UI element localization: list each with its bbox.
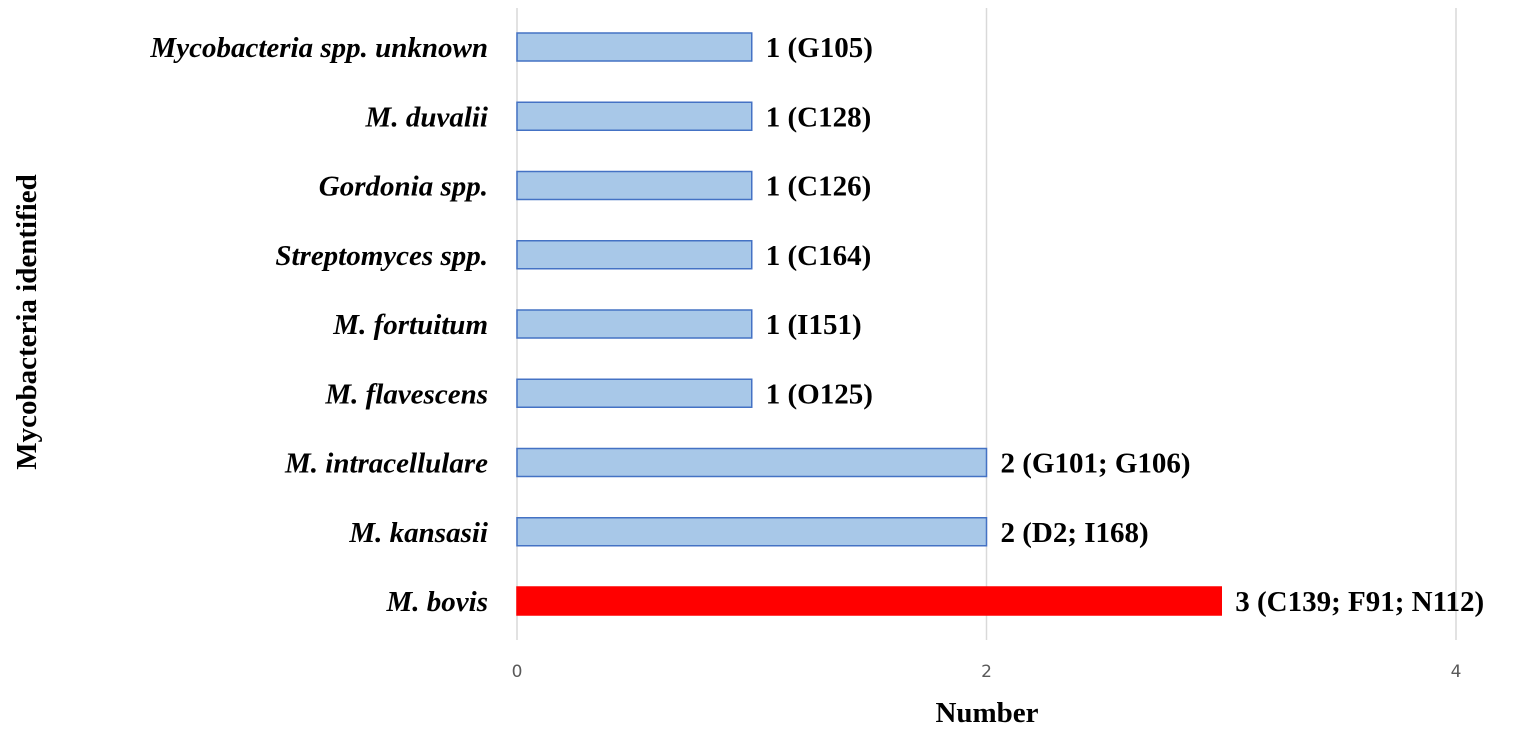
bar [516, 101, 753, 131]
category-labels: M. bovis M. kansasii M. intracellulare M. f… [149, 32, 488, 618]
data-label: 1 (C126) [766, 171, 872, 203]
data-labels: 3 (C139; F91; N112) 2 (D2; I168) 2 (G101; … [766, 32, 1484, 618]
category-label: M. kansasii [348, 517, 488, 549]
x-tick-label: 0 [512, 662, 523, 682]
category-label: Streptomyces spp. [275, 240, 488, 272]
category-label: M. bovis [386, 586, 489, 618]
bar [516, 517, 988, 547]
data-label: 2 (D2; I168) [1001, 517, 1149, 549]
bar [516, 309, 753, 339]
y-axis-title: Mycobacteria identified [11, 174, 43, 470]
category-label: M. duvalii [365, 101, 488, 133]
bars [516, 32, 1222, 616]
category-label: M. flavescens [324, 378, 488, 410]
x-tick-labels: 0 2 4 [512, 662, 1462, 682]
bar [516, 170, 753, 201]
category-label: Gordonia spp. [319, 171, 488, 203]
data-label: 3 (C139; F91; N112) [1235, 586, 1484, 618]
bar [516, 32, 753, 62]
x-axis-title: Number [935, 697, 1038, 729]
data-label: 2 (G101; G106) [1001, 448, 1191, 480]
category-label: M. fortuitum [332, 309, 488, 341]
category-label: Mycobacteria spp. unknown [149, 32, 488, 64]
data-label: 1 (I151) [766, 309, 862, 341]
bar [516, 586, 1222, 616]
data-label: 1 (G105) [766, 32, 873, 64]
bar [516, 378, 753, 408]
x-tick-label: 4 [1451, 662, 1462, 682]
data-label: 1 (C128) [766, 101, 872, 133]
category-label: M. intracellulare [284, 448, 488, 480]
x-tick-label: 2 [981, 662, 992, 682]
bar [516, 240, 753, 270]
data-label: 1 (C164) [766, 240, 872, 272]
data-label: 1 (O125) [766, 378, 873, 410]
bar [516, 447, 988, 478]
